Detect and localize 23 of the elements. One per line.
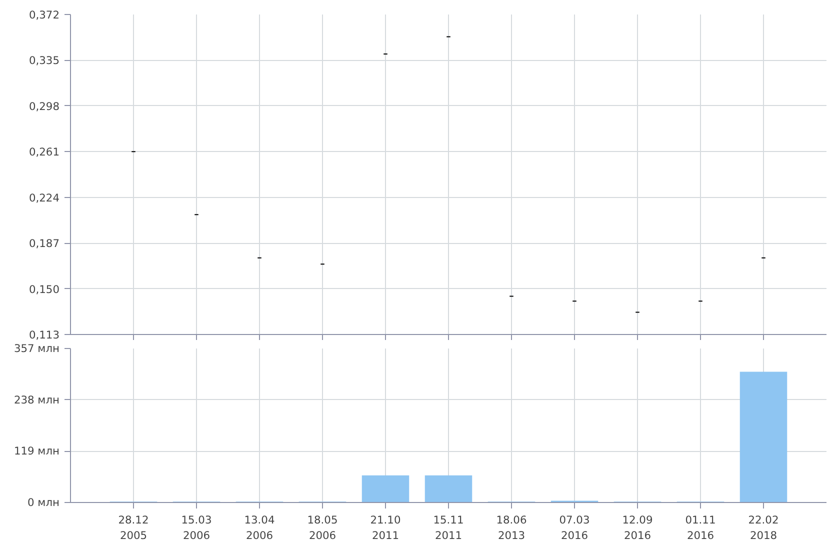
x-tick-label: 12.09 2016 (622, 514, 653, 542)
x-tick-label: 01.11 2016 (685, 514, 716, 542)
y-tick-label: 238 млн (14, 393, 60, 406)
y-tick-label: 0,113 (28, 328, 60, 342)
x-tick-label: 18.06 2013 (496, 514, 527, 542)
y-tick-label: 0 млн (28, 496, 60, 509)
x-tick-label: 28.12 2005 (118, 514, 149, 542)
x-tick-label: 18.05 2006 (307, 514, 338, 542)
x-tick-label: 13.04 2006 (244, 514, 275, 542)
y-tick-label: 357 млн (14, 342, 60, 355)
y-tick-label: 0,261 (28, 146, 60, 159)
x-tick-label: 15.03 2006 (181, 514, 212, 542)
y-tick-label: 0,224 (28, 191, 60, 204)
y-tick-label: 119 млн (14, 444, 60, 458)
y-tick-label: 0,335 (28, 54, 60, 68)
x-tick-label: 21.10 2011 (370, 514, 401, 542)
x-tick-label: 07.03 2016 (559, 514, 590, 542)
y-tick-label: 0,150 (28, 282, 60, 296)
y-tick-label: 0,187 (28, 237, 60, 250)
y-tick-label: 0,372 (28, 8, 60, 22)
x-tick-label: 15.11 2011 (433, 514, 464, 542)
x-tick-label: 22.02 2018 (748, 514, 779, 542)
y-tick-label: 0,298 (28, 100, 60, 113)
